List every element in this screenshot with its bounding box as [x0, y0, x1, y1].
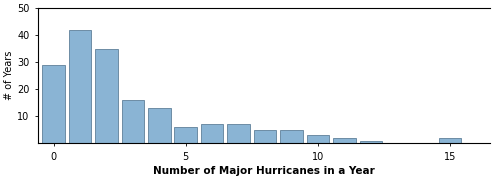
- Bar: [69, 30, 91, 143]
- X-axis label: Number of Major Hurricanes in a Year: Number of Major Hurricanes in a Year: [153, 166, 374, 176]
- Bar: [122, 100, 144, 143]
- Y-axis label: # of Years: # of Years: [4, 51, 14, 100]
- Bar: [439, 138, 461, 143]
- Bar: [333, 138, 356, 143]
- Bar: [201, 124, 223, 143]
- Bar: [307, 135, 329, 143]
- Bar: [95, 49, 118, 143]
- Bar: [280, 130, 303, 143]
- Bar: [148, 108, 170, 143]
- Bar: [174, 127, 197, 143]
- Bar: [42, 65, 65, 143]
- Bar: [360, 141, 382, 143]
- Bar: [227, 124, 250, 143]
- Bar: [254, 130, 276, 143]
